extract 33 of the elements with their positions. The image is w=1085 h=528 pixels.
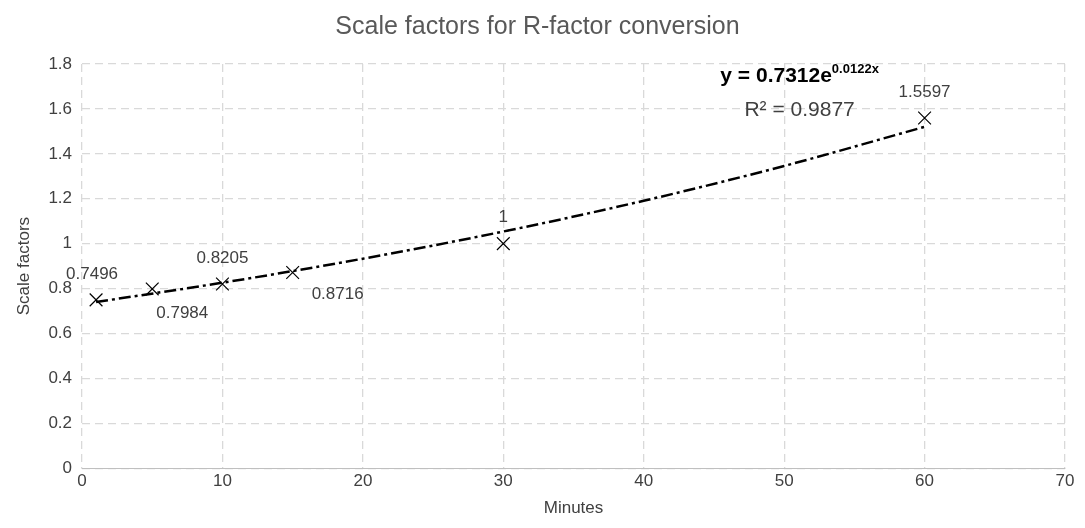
x-tick-label: 70	[1055, 471, 1075, 491]
point	[285, 265, 300, 280]
y-tick-label: 1	[62, 233, 73, 253]
point	[917, 111, 932, 125]
chart-title: Scale factors for R-factor conversion	[335, 10, 740, 39]
x-axis-title: Minutes	[543, 498, 604, 518]
y-tick-label: 0.6	[48, 323, 73, 343]
point	[215, 276, 230, 291]
x-tick-label: 40	[634, 471, 654, 491]
x-tick-label: 0	[77, 471, 87, 491]
point	[496, 236, 511, 251]
y-axis-title: Scale factors	[13, 216, 33, 316]
data-label: 1	[498, 207, 509, 227]
point	[145, 281, 160, 296]
y-tick-label: 0.4	[48, 368, 73, 388]
y-tick-label: 0.8	[48, 278, 73, 298]
y-tick-label: 1.2	[48, 188, 73, 208]
point	[89, 292, 104, 307]
y-tick-label: 0	[62, 457, 73, 477]
data-label: 0.7984	[156, 302, 209, 322]
data-label: 0.8716	[311, 284, 364, 304]
x-tick-label: 20	[353, 471, 373, 491]
x-tick-label: 60	[915, 471, 935, 491]
x-tick-label: 10	[213, 471, 232, 491]
x-tick-label: 50	[774, 471, 794, 491]
data-label: 0.8205	[196, 247, 249, 267]
x-tick-label: 30	[493, 471, 513, 491]
y-tick-label: 1.4	[48, 143, 73, 163]
y-tick-label: 1.8	[48, 53, 73, 73]
data-label: 1.5597	[898, 81, 951, 101]
y-tick-label: 0.2	[48, 412, 73, 432]
y-tick-label: 1.6	[48, 98, 73, 118]
annotation: R² = 0.9877	[744, 96, 855, 120]
